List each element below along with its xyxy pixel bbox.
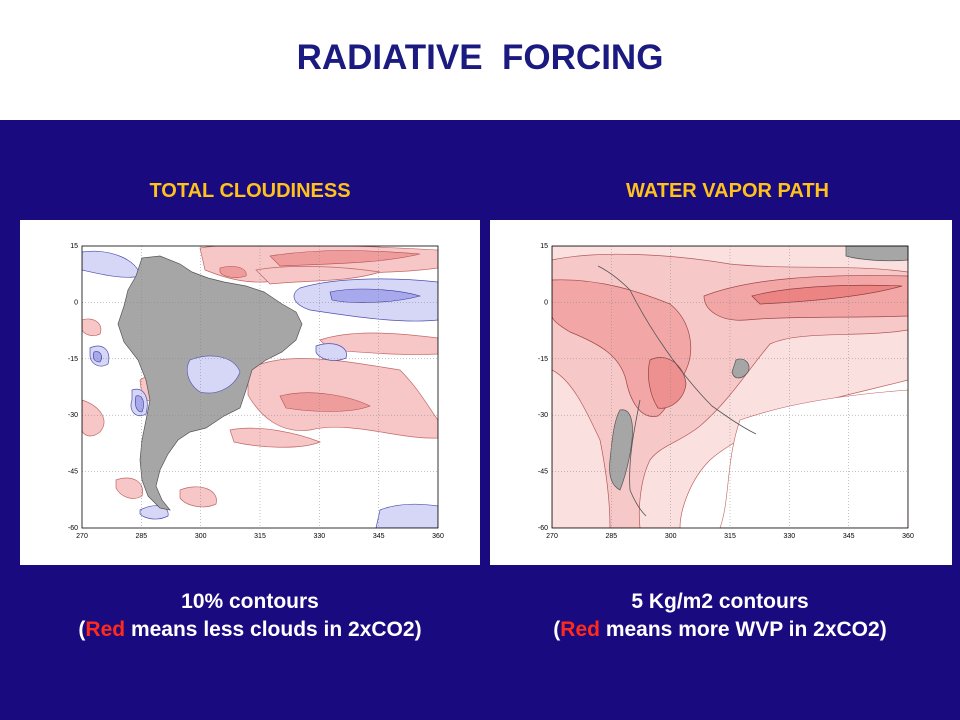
x-tick-270: 270 [76,533,88,540]
plot-frame [81,245,439,529]
land-cutout-blue [187,355,241,394]
map-water-vapor-path: 270 285 300 315 330 345 360 15 0 -15 -30… [538,243,914,540]
y-tick-labels: 15 0 -15 -30 -45 -60 [538,243,548,532]
y-tick-labels: 15 0 -15 -30 -45 -60 [68,243,78,532]
caption-line1: 10% contours [181,590,319,613]
map-total-cloudiness: 270 285 300 315 330 345 360 15 0 -15 -30… [68,243,444,540]
figure-water-vapor-path: 270 285 300 315 330 345 360 15 0 -15 -30… [490,220,952,565]
y-tick-minus15: -15 [68,356,78,363]
y-tick-minus60: -60 [68,525,78,532]
page-title: RADIATIVE FORCING [296,38,664,77]
wvp-band-core [751,284,903,305]
caption-rest: means less clouds in 2xCO2) [125,618,422,641]
y-tick-minus15: -15 [538,356,548,363]
x-tick-285: 285 [135,533,147,540]
x-tick-300: 300 [195,533,207,540]
caption-open: ( [553,618,561,641]
x-tick-285: 285 [605,533,617,540]
figure-total-cloudiness: 270 285 300 315 330 345 360 15 0 -15 -30… [20,220,480,565]
y-tick-0: 0 [74,299,78,306]
x-tick-315: 315 [724,533,736,540]
plot-frame [551,245,909,529]
grid-lines [552,246,908,528]
y-tick-15: 15 [540,243,548,250]
wvp-contour-level4 [648,357,687,409]
y-tick-0: 0 [544,299,548,306]
x-tick-labels: 270 285 300 315 330 345 360 [546,533,914,540]
caption-red: Red [560,618,600,641]
x-tick-300: 300 [665,533,677,540]
x-tick-270: 270 [546,533,558,540]
caption-water-vapor-path: 5 Kg/m2 contours (Red means more WVP in … [490,588,950,644]
x-tick-labels: 270 285 300 315 330 345 360 [76,533,444,540]
caption-line2: (Red means less clouds in 2xCO2) [20,616,480,644]
caption-rest: means more WVP in 2xCO2) [599,618,887,641]
x-tick-345: 345 [373,533,385,540]
x-tick-345: 345 [843,533,855,540]
x-tick-315: 315 [254,533,266,540]
caption-line1: 5 Kg/m2 contours [631,590,809,613]
subtitle-total-cloudiness: TOTAL CLOUDINESS [149,180,351,202]
subtitle-water-vapor-path: WATER VAPOR PATH [626,180,829,202]
caption-total-cloudiness: 10% contours (Red means less clouds in 2… [20,588,480,644]
caption-line2: (Red means more WVP in 2xCO2) [490,616,950,644]
y-tick-minus30: -30 [538,412,548,419]
y-tick-minus45: -45 [538,469,548,476]
caption-open: ( [78,618,86,641]
x-tick-330: 330 [313,533,325,540]
coastline [597,265,757,517]
y-tick-minus60: -60 [538,525,548,532]
x-tick-360: 360 [432,533,444,540]
x-tick-360: 360 [902,533,914,540]
red-contours-inner [219,250,421,412]
land-mask [609,245,909,491]
y-tick-minus30: -30 [68,412,78,419]
blue-contours-inner [92,288,422,413]
y-tick-15: 15 [70,243,78,250]
grid-lines [82,246,438,528]
caption-red: Red [85,618,126,641]
x-tick-330: 330 [783,533,795,540]
y-tick-minus45: -45 [68,469,78,476]
